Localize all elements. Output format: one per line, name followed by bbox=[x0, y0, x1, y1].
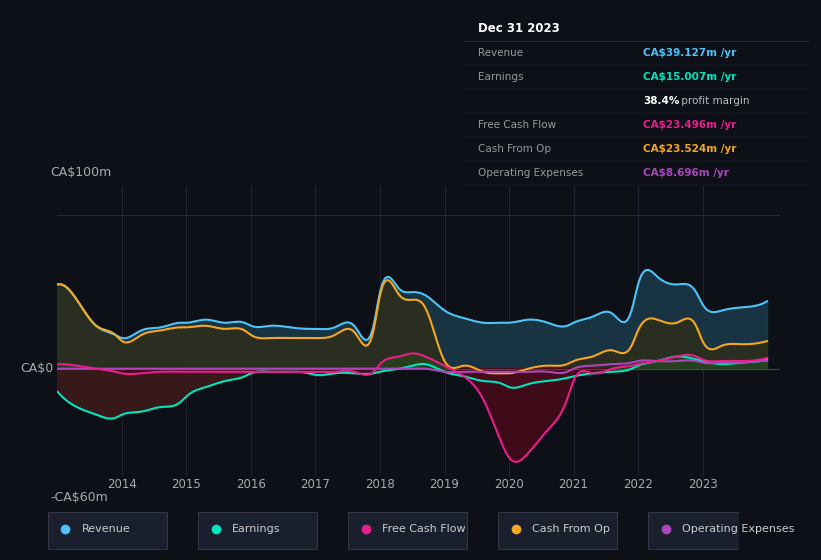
Text: Operating Expenses: Operating Expenses bbox=[681, 524, 794, 534]
FancyBboxPatch shape bbox=[498, 512, 617, 549]
Text: Revenue: Revenue bbox=[81, 524, 131, 534]
Text: 2022: 2022 bbox=[623, 478, 653, 491]
Text: 2018: 2018 bbox=[365, 478, 395, 491]
FancyBboxPatch shape bbox=[649, 512, 767, 549]
Text: CA$23.496m /yr: CA$23.496m /yr bbox=[643, 120, 736, 130]
Text: 2021: 2021 bbox=[558, 478, 589, 491]
Text: 2016: 2016 bbox=[236, 478, 266, 491]
Text: 2020: 2020 bbox=[494, 478, 524, 491]
Text: CA$15.007m /yr: CA$15.007m /yr bbox=[643, 72, 736, 82]
Text: CA$8.696m /yr: CA$8.696m /yr bbox=[643, 168, 729, 178]
Text: Dec 31 2023: Dec 31 2023 bbox=[478, 22, 559, 35]
Text: Revenue: Revenue bbox=[478, 48, 523, 58]
Text: Cash From Op: Cash From Op bbox=[532, 524, 609, 534]
Text: CA$23.524m /yr: CA$23.524m /yr bbox=[643, 144, 736, 154]
Text: CA$39.127m /yr: CA$39.127m /yr bbox=[643, 48, 736, 58]
Text: 2017: 2017 bbox=[300, 478, 330, 491]
Text: profit margin: profit margin bbox=[677, 96, 749, 106]
Text: 2015: 2015 bbox=[172, 478, 201, 491]
Text: Operating Expenses: Operating Expenses bbox=[478, 168, 583, 178]
FancyBboxPatch shape bbox=[48, 512, 167, 549]
FancyBboxPatch shape bbox=[348, 512, 467, 549]
Text: Earnings: Earnings bbox=[232, 524, 280, 534]
Text: Cash From Op: Cash From Op bbox=[478, 144, 551, 154]
Text: 2014: 2014 bbox=[107, 478, 137, 491]
Text: Earnings: Earnings bbox=[478, 72, 523, 82]
Text: 2023: 2023 bbox=[688, 478, 718, 491]
Text: 38.4%: 38.4% bbox=[643, 96, 680, 106]
FancyBboxPatch shape bbox=[198, 512, 317, 549]
Text: CA$0: CA$0 bbox=[21, 362, 54, 375]
Text: 2019: 2019 bbox=[429, 478, 460, 491]
Text: Free Cash Flow: Free Cash Flow bbox=[382, 524, 466, 534]
Text: -CA$60m: -CA$60m bbox=[50, 491, 108, 503]
Text: CA$100m: CA$100m bbox=[50, 166, 112, 179]
Text: Free Cash Flow: Free Cash Flow bbox=[478, 120, 556, 130]
